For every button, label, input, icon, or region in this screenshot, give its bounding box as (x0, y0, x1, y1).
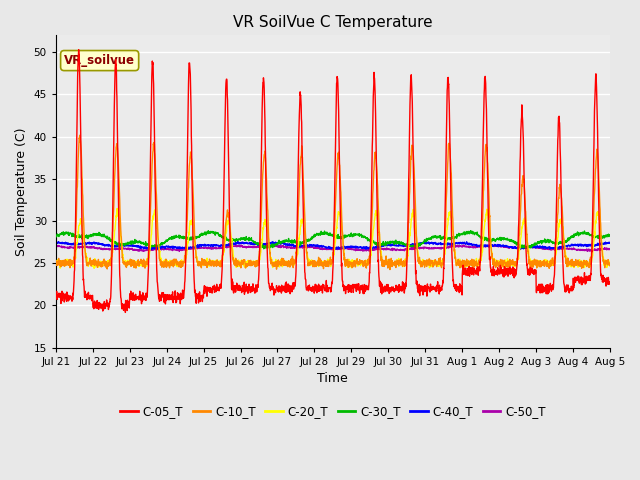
Text: VR_soilvue: VR_soilvue (64, 54, 135, 67)
Title: VR SoilVue C Temperature: VR SoilVue C Temperature (233, 15, 433, 30)
X-axis label: Time: Time (317, 372, 348, 385)
Legend: C-05_T, C-10_T, C-20_T, C-30_T, C-40_T, C-50_T: C-05_T, C-10_T, C-20_T, C-30_T, C-40_T, … (116, 400, 550, 423)
Y-axis label: Soil Temperature (C): Soil Temperature (C) (15, 127, 28, 256)
